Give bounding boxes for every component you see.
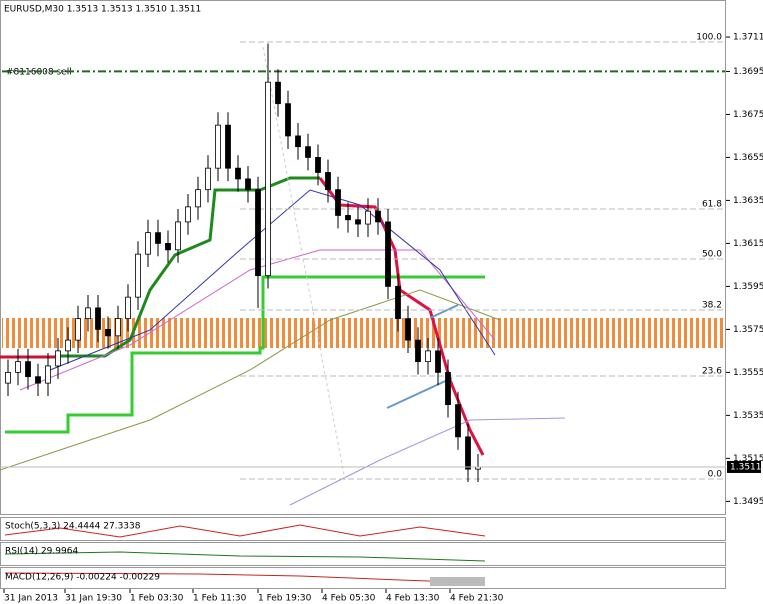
x-tick-label: 1 Feb 11:30	[193, 594, 247, 604]
fib-label: 23.6	[702, 367, 722, 377]
stoch-label: Stoch(5,3,3) 24.4444 27.3338	[5, 522, 141, 532]
candle-body	[55, 350, 61, 367]
fib-label: 0.0	[708, 470, 723, 480]
candle-body	[115, 318, 121, 337]
fib-label: 100.0	[696, 33, 722, 43]
candle-body	[375, 210, 381, 223]
candle-body	[335, 189, 341, 216]
y-tick-label: 1.3515	[733, 454, 763, 464]
candle-body	[345, 215, 351, 221]
candle-body	[155, 232, 161, 244]
candle-body	[305, 146, 311, 158]
candle-body	[65, 339, 71, 352]
candle-body	[35, 376, 41, 384]
candle-body	[255, 189, 261, 277]
macd-label: MACD(12,26,9) -0.00224 -0.00229	[5, 573, 160, 583]
last-price-box	[727, 460, 761, 473]
y-tick-label: 1.3495	[733, 497, 763, 507]
candle-body	[405, 318, 411, 341]
x-tick-label: 4 Feb 13:30	[386, 594, 440, 604]
candle-body	[25, 361, 31, 378]
y-tick-label: 1.3615	[733, 239, 763, 249]
candle-body	[355, 219, 361, 225]
y-tick-label: 1.3555	[733, 368, 763, 378]
moving-average-2	[19, 249, 496, 391]
support-line	[5, 275, 485, 434]
candle-body	[85, 307, 91, 320]
fib-label: 50.0	[702, 250, 722, 260]
x-tick-label: 4 Feb 05:30	[322, 594, 376, 604]
x-tick-label: 1 Feb 03:30	[130, 594, 184, 604]
moving-average-3	[49, 189, 496, 371]
rsi-label: RSI(14) 29.9964	[5, 547, 78, 557]
candle-body	[365, 210, 371, 225]
y-tick-label: 1.3635	[733, 196, 763, 206]
candle-body	[445, 371, 451, 406]
candle-body	[5, 371, 11, 384]
fib-trend	[262, 46, 346, 481]
stoch-panel	[0, 517, 726, 541]
x-tick-label: 31 Jan 2013	[4, 594, 58, 604]
y-tick-label: 1.3711	[733, 33, 763, 43]
candle-body	[215, 124, 221, 169]
candle-body	[205, 167, 211, 191]
y-tick-label: 1.3695	[733, 67, 763, 77]
candle-body	[395, 285, 401, 320]
order-label: #8116008 sell	[6, 68, 72, 78]
candle-body	[435, 350, 441, 373]
candle-body	[225, 124, 231, 169]
candle-body	[275, 81, 281, 105]
channel-line	[386, 377, 453, 409]
macd-panel	[0, 567, 726, 589]
resistance-zone	[2, 318, 725, 348]
candle-body	[45, 365, 51, 384]
candle-body	[455, 404, 461, 438]
y-tick-label: 1.3675	[733, 110, 763, 120]
candle-body	[195, 189, 201, 208]
candle-body	[175, 221, 181, 251]
symbol-header: EURUSD,M30 1.3513 1.3513 1.3510 1.3511	[4, 5, 201, 15]
candle-body	[385, 221, 391, 287]
rsi-panel	[0, 542, 726, 566]
y-tick-label: 1.3655	[733, 153, 763, 163]
candle-body	[75, 318, 81, 341]
x-tick-label: 31 Jan 19:30	[65, 594, 122, 604]
candle-body	[105, 328, 111, 337]
candle-body	[125, 296, 131, 320]
macd-histogram	[430, 577, 485, 586]
candle-body	[285, 103, 291, 137]
candle-body	[425, 350, 431, 363]
candle-body	[185, 206, 191, 223]
candle-body	[145, 232, 151, 255]
y-tick-label: 1.3575	[733, 325, 763, 335]
candle-body	[135, 253, 141, 298]
candle-body	[415, 339, 421, 363]
fib-label: 61.8	[702, 200, 722, 210]
rsi-line	[4, 551, 486, 562]
macd-line	[4, 572, 486, 584]
candle-body	[325, 172, 331, 191]
moving-average-1	[0, 289, 501, 471]
candle-body	[95, 307, 101, 330]
x-tick-label: 4 Feb 21:30	[450, 594, 504, 604]
candle-body	[165, 243, 171, 251]
y-tick-label: 1.3595	[733, 282, 763, 292]
candle-body	[265, 81, 271, 277]
fib-label: 38.2	[702, 301, 722, 311]
last-price-label: 1.3511	[730, 462, 762, 472]
x-tick-label: 1 Feb 19:30	[258, 594, 312, 604]
channel-line	[429, 304, 459, 319]
candle-body	[295, 135, 301, 148]
main-panel	[0, 0, 726, 515]
y-tick-label: 1.3535	[733, 411, 763, 421]
candle-body	[315, 157, 321, 173]
stoch-line	[4, 524, 486, 538]
candle-body	[465, 436, 471, 470]
candle-body	[235, 167, 241, 180]
moving-average-4	[289, 417, 566, 506]
candle-body	[245, 178, 251, 191]
candle-body	[15, 361, 21, 373]
